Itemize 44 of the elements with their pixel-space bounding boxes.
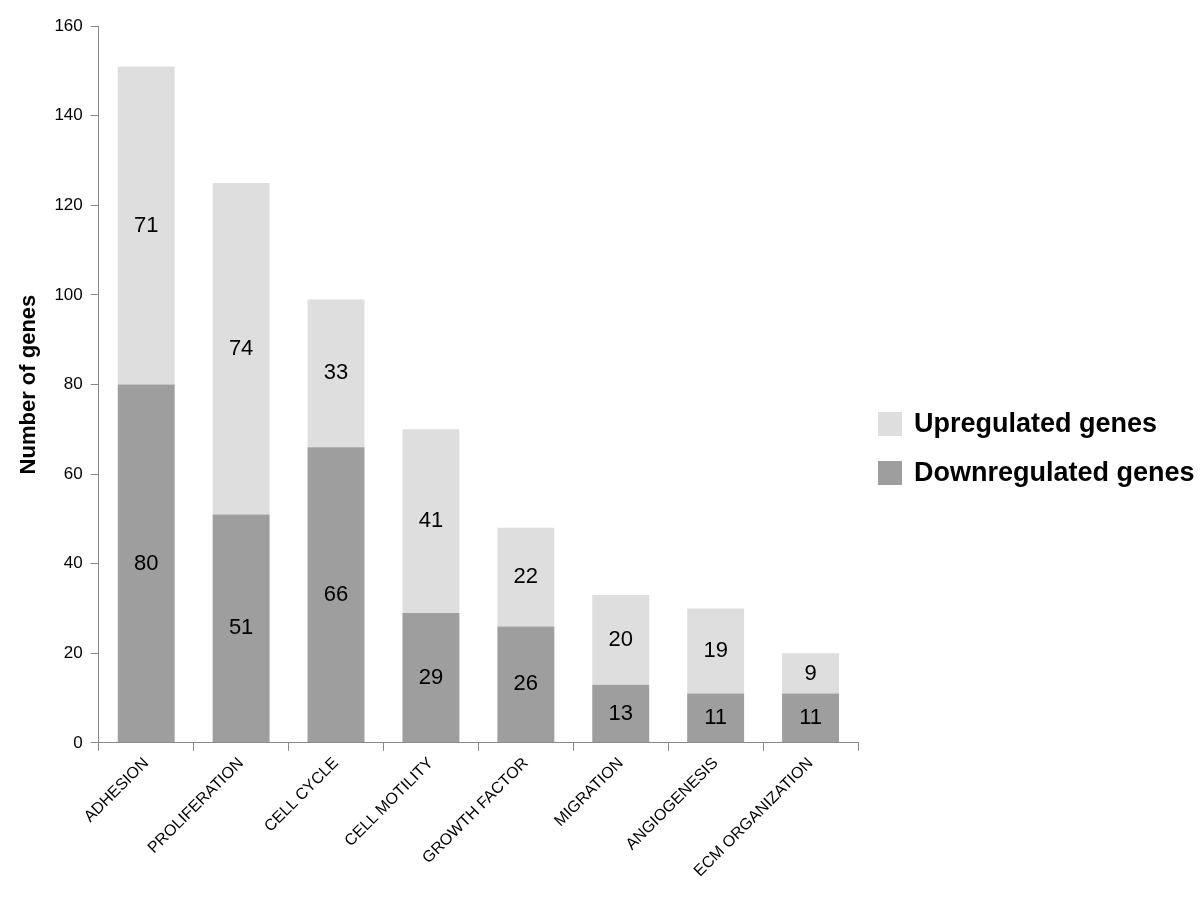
legend-label: Downregulated genes: [914, 457, 1195, 488]
bar: [782, 693, 840, 743]
data-label: 33: [323, 359, 349, 385]
bar: [592, 595, 650, 685]
data-label: 13: [608, 699, 633, 725]
data-label: 66: [323, 580, 349, 606]
data-label: 11: [704, 704, 728, 730]
data-label: 51: [228, 614, 254, 640]
bar: [307, 299, 365, 448]
y-tick-label: 0: [73, 732, 83, 752]
y-tick-label: 20: [63, 642, 83, 662]
data-label: 41: [418, 507, 444, 533]
data-label: 20: [608, 625, 633, 651]
bar: [782, 653, 840, 694]
data-label: 11: [799, 704, 822, 730]
bar: [497, 626, 555, 743]
bar: [497, 527, 555, 627]
data-label: 74: [228, 334, 254, 360]
data-label: 29: [418, 663, 444, 689]
y-tick-label: 100: [54, 284, 83, 304]
data-label: 22: [513, 563, 539, 589]
y-axis-title: Number of genes: [15, 294, 41, 475]
bar: [307, 447, 365, 743]
data-label: 80: [133, 549, 159, 575]
y-tick-label: 60: [63, 463, 83, 483]
data-label: 9: [804, 659, 817, 685]
bar: [402, 612, 460, 743]
bar: [687, 693, 745, 743]
y-tick-label: 40: [63, 553, 83, 573]
bar: [117, 66, 175, 385]
bar: [117, 384, 175, 743]
bar: [402, 429, 460, 613]
y-tick-label: 160: [54, 15, 83, 35]
y-tick-label: 140: [54, 105, 83, 125]
bar: [687, 608, 745, 694]
y-tick-label: 120: [54, 195, 83, 215]
data-label: 26: [513, 670, 539, 696]
y-tick-label: 80: [63, 374, 83, 394]
data-label: 71: [133, 211, 159, 237]
bar: [212, 514, 270, 743]
data-label: 19: [703, 637, 728, 663]
bar: [592, 684, 650, 743]
bar: [212, 182, 270, 515]
legend-label: Upregulated genes: [914, 408, 1158, 439]
